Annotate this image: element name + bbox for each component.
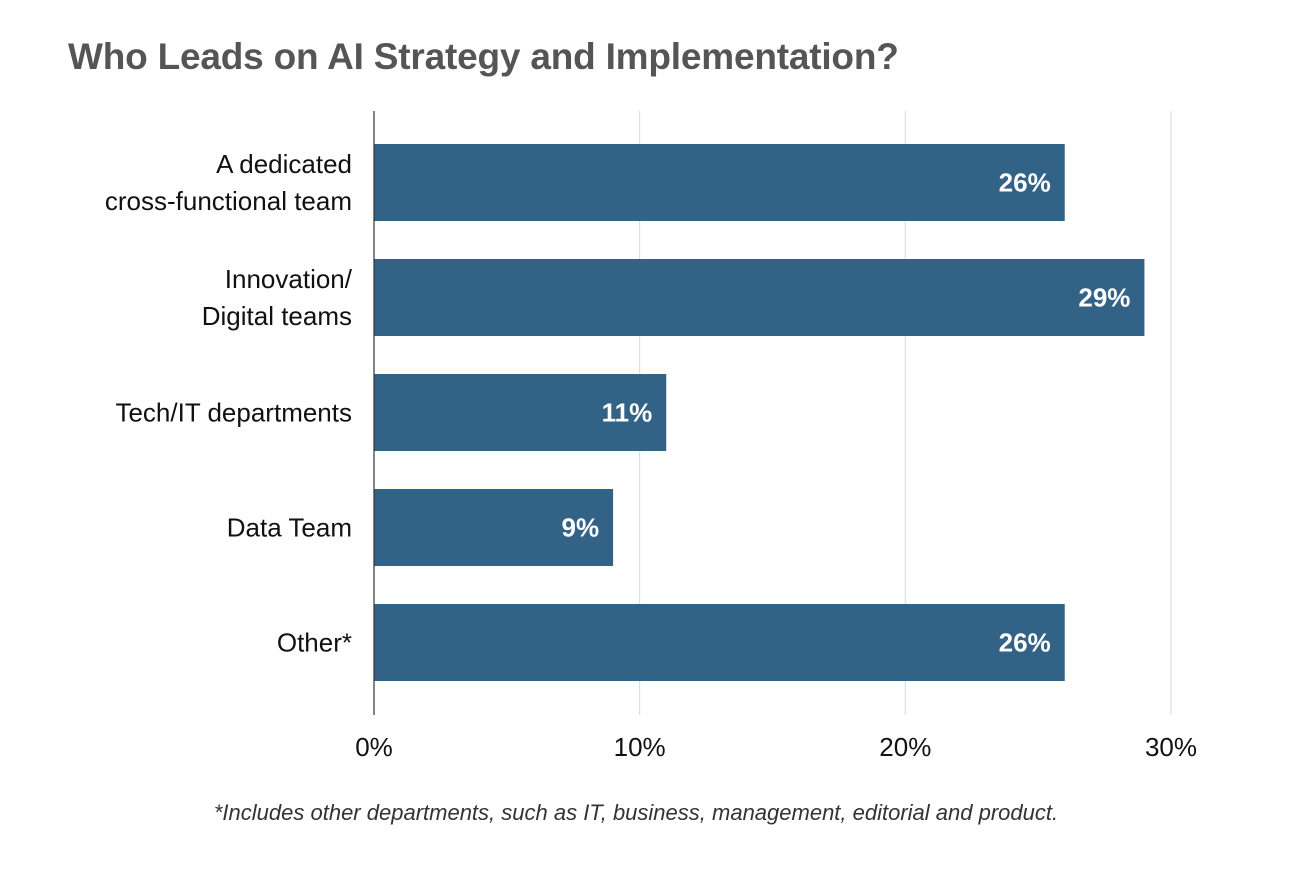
bar-value-label: 11% xyxy=(602,398,653,428)
category-label: A dedicated xyxy=(216,149,352,179)
bar-value-label: 29% xyxy=(1078,283,1130,313)
x-tick-label: 10% xyxy=(614,732,666,762)
bar-value-label: 26% xyxy=(999,628,1051,658)
chart-title: Who Leads on AI Strategy and Implementat… xyxy=(68,36,899,77)
bar xyxy=(374,489,614,566)
bar xyxy=(374,259,1145,336)
category-label: Innovation/ xyxy=(225,264,353,294)
chart-footnote: *Includes other departments, such as IT,… xyxy=(213,800,1059,825)
bar xyxy=(374,374,667,451)
bar xyxy=(374,604,1065,681)
category-label: Other* xyxy=(277,628,352,658)
category-label: cross-functional team xyxy=(105,186,352,216)
bar xyxy=(374,144,1065,221)
category-label: Data Team xyxy=(227,513,352,543)
x-tick-label: 0% xyxy=(355,732,393,762)
category-label: Digital teams xyxy=(202,301,352,331)
x-tick-label: 20% xyxy=(879,732,931,762)
category-label: Tech/IT departments xyxy=(115,398,352,428)
x-tick-label: 30% xyxy=(1145,732,1197,762)
bar-value-label: 26% xyxy=(999,168,1051,198)
bar-value-label: 9% xyxy=(562,513,600,543)
